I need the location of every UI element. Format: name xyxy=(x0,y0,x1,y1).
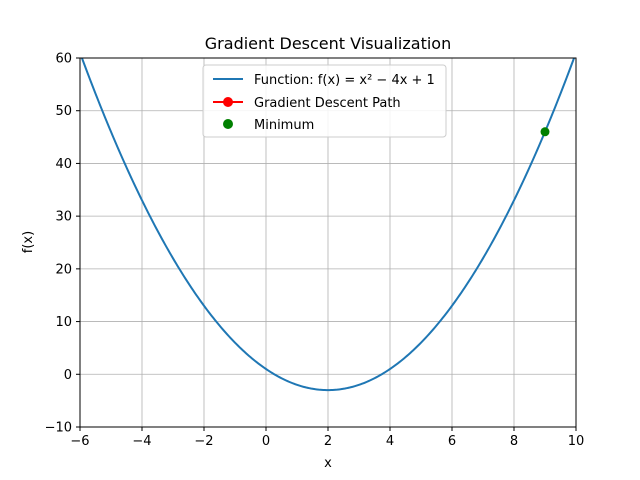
y-tick-label: −10 xyxy=(45,421,72,436)
function-curve xyxy=(80,58,576,392)
x-tick-label: 10 xyxy=(568,434,585,449)
y-tick-label: 0 xyxy=(64,368,72,383)
x-tick-label: −2 xyxy=(194,434,213,449)
minimum-point xyxy=(540,127,550,137)
axis-ticks: −6 −4 −2 0 2 4 6 8 10 −10 0 10 20 30 40 50 60 xyxy=(45,52,585,450)
legend-marker-minimum xyxy=(223,119,233,129)
x-tick-label: −4 xyxy=(132,434,151,449)
x-axis-label: x xyxy=(324,456,332,471)
marker-layer xyxy=(540,127,550,137)
y-tick-label: 30 xyxy=(55,210,72,225)
x-tick-label: −6 xyxy=(70,434,89,449)
y-tick-label: 10 xyxy=(55,315,72,330)
legend-label-function: Function: f(x) = x² − 4x + 1 xyxy=(254,73,435,88)
legend-marker-path xyxy=(223,97,233,107)
series-layer xyxy=(80,58,576,392)
y-tick-label: 50 xyxy=(55,104,72,119)
x-tick-label: 0 xyxy=(262,434,270,449)
legend-box xyxy=(202,64,447,138)
x-tick-label: 8 xyxy=(510,434,518,449)
legend: Function: f(x) = x² − 4x + 1 Gradient De… xyxy=(202,64,447,138)
x-tick-label: 2 xyxy=(324,434,332,449)
x-tick-label: 6 xyxy=(448,434,456,449)
x-tick-label: 4 xyxy=(386,434,394,449)
y-tick-label: 20 xyxy=(55,262,72,277)
y-tick-label: 40 xyxy=(55,157,72,172)
legend-label-path: Gradient Descent Path xyxy=(254,96,401,111)
legend-label-minimum: Minimum xyxy=(254,118,314,133)
y-axis-label: f(x) xyxy=(21,231,36,253)
chart-title: Gradient Descent Visualization xyxy=(205,34,451,53)
y-tick-label: 60 xyxy=(55,52,72,67)
